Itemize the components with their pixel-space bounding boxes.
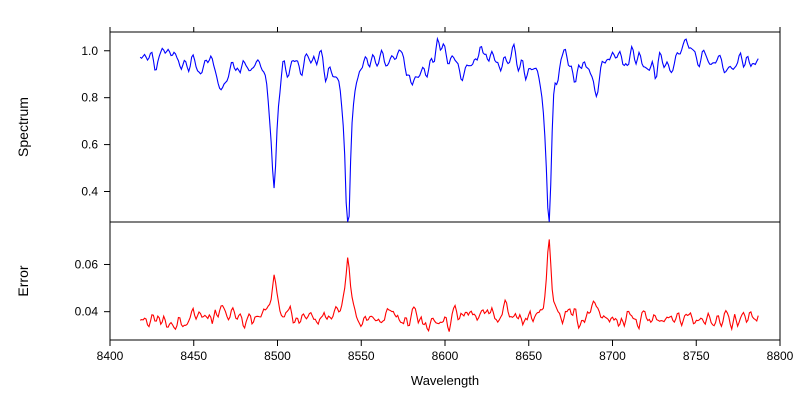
x-tick-label: 8600	[432, 349, 459, 363]
spectrum-axis-label: Spectrum	[15, 97, 31, 157]
x-tick-label: 8500	[264, 349, 291, 363]
error-line	[140, 239, 758, 331]
spectrum-line	[140, 39, 758, 222]
x-tick-label: 8800	[767, 349, 794, 363]
x-tick-label: 8550	[348, 349, 375, 363]
x-tick-label: 8400	[97, 349, 124, 363]
x-tick-label: 8450	[180, 349, 207, 363]
x-axis-label: Wavelength	[411, 373, 479, 388]
x-tick-label: 8750	[683, 349, 710, 363]
error-axis-label: Error	[15, 265, 31, 296]
spectrum-y-tick-label: 0.4	[81, 185, 98, 199]
x-tick-label: 8650	[515, 349, 542, 363]
spectrum-y-tick-label: 0.8	[81, 91, 98, 105]
spectrum-y-tick-label: 1.0	[81, 44, 98, 58]
error-y-tick-label: 0.06	[75, 257, 99, 271]
spectrum-y-tick-label: 0.6	[81, 138, 98, 152]
chart-container: 8400 8450 8500 8550 8600 8650 8700 8750 8800 0.4 0…	[0, 0, 800, 400]
chart-svg: 8400 8450 8500 8550 8600 8650 8700 8750 8800 0.4 0…	[0, 0, 800, 400]
x-tick-label: 8700	[599, 349, 626, 363]
error-y-tick-label: 0.04	[75, 305, 99, 319]
